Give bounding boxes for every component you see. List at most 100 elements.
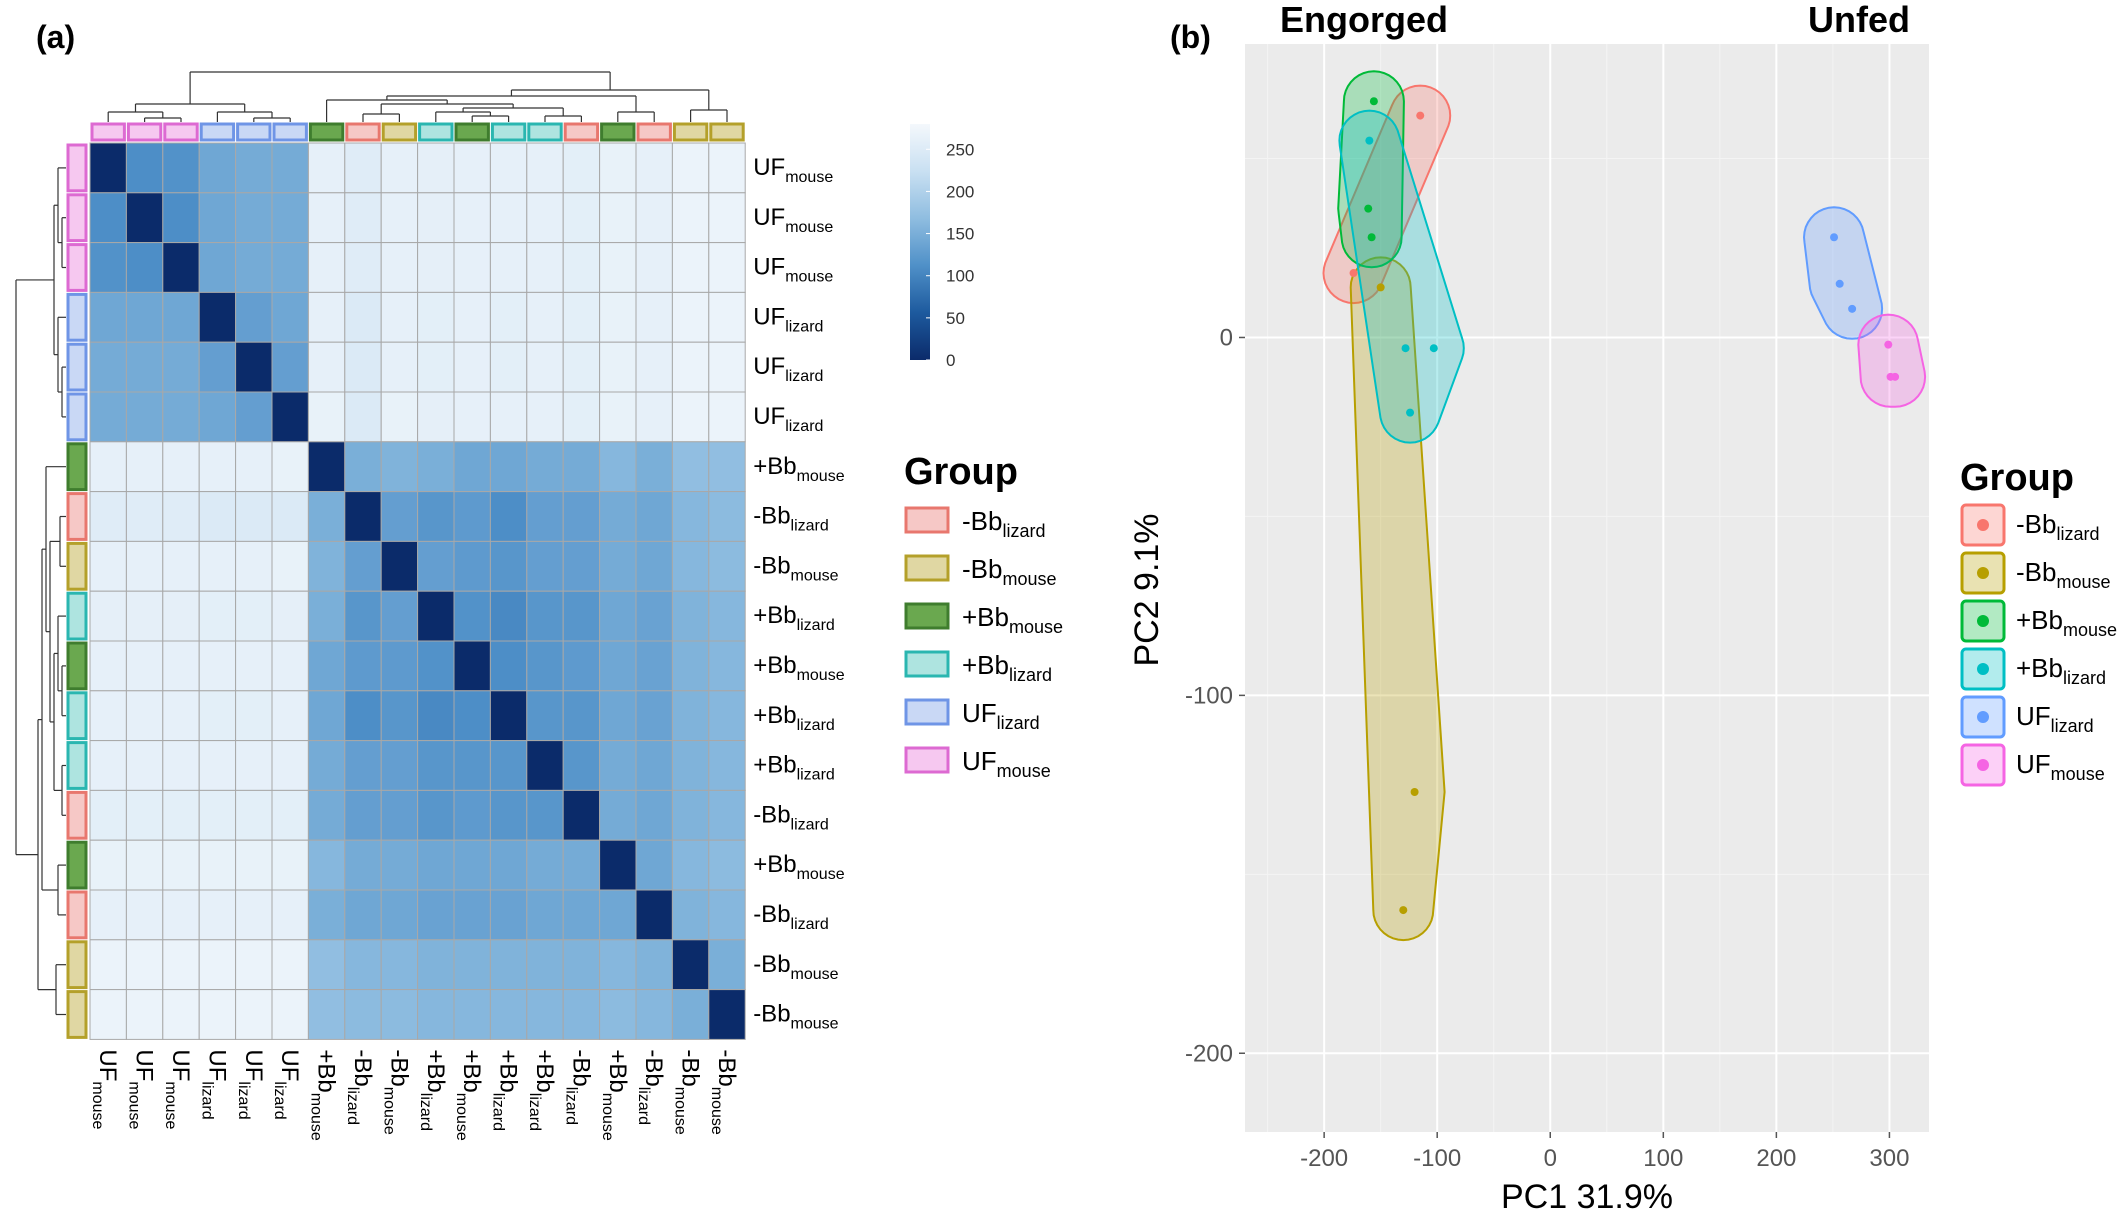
group-ellipse bbox=[1802, 206, 1884, 340]
legend-a-swatch bbox=[904, 506, 950, 534]
heatmap-cell bbox=[271, 989, 309, 1040]
row-annotation-cell bbox=[66, 243, 88, 292]
row-label: UFmouse bbox=[753, 254, 833, 286]
column-label: +Bbmouse bbox=[308, 1049, 340, 1141]
heatmap-cell bbox=[380, 341, 419, 393]
colorbar-tick-label: 0 bbox=[946, 351, 955, 370]
heatmap-cell bbox=[526, 540, 564, 592]
heatmap-cell bbox=[307, 391, 346, 443]
heatmap-cell bbox=[671, 989, 710, 1040]
heatmap-cell bbox=[198, 540, 237, 592]
x-tick-label: 300 bbox=[1869, 1145, 1909, 1172]
heatmap-cell bbox=[271, 491, 309, 542]
column-label: +Bbmouse bbox=[453, 1049, 485, 1141]
heatmap-cell bbox=[489, 590, 528, 642]
heatmap-cell bbox=[380, 142, 419, 194]
heatmap-cell bbox=[271, 441, 309, 493]
heatmap-cell bbox=[307, 590, 346, 642]
heatmap-cell bbox=[526, 690, 564, 742]
column-annotation-cell bbox=[90, 122, 126, 142]
heatmap-cell bbox=[198, 391, 237, 443]
heatmap-cell bbox=[417, 690, 455, 742]
row-label: UFlizard bbox=[753, 353, 823, 385]
heatmap-cell bbox=[635, 989, 673, 1040]
row-dendrogram bbox=[15, 167, 66, 1016]
scatter-point bbox=[1416, 111, 1425, 120]
heatmap-cell bbox=[380, 441, 419, 493]
heatmap-cell bbox=[489, 690, 528, 742]
heatmap-cell bbox=[708, 242, 746, 293]
heatmap-cell bbox=[162, 740, 200, 791]
heatmap-cell bbox=[417, 491, 455, 542]
group-ellipse bbox=[1337, 70, 1405, 269]
heatmap-cell bbox=[453, 839, 491, 891]
heatmap-cell bbox=[417, 142, 455, 194]
heatmap-cell bbox=[635, 690, 673, 742]
column-dendrogram bbox=[107, 71, 728, 122]
heatmap-cell bbox=[599, 341, 637, 393]
heatmap-cell bbox=[489, 640, 528, 692]
heatmap-cell bbox=[526, 789, 564, 841]
heatmap-cell bbox=[271, 242, 309, 293]
heatmap-cell bbox=[599, 590, 637, 642]
heatmap-cell bbox=[708, 590, 746, 642]
column-annotation-cell bbox=[454, 122, 490, 142]
heatmap-cell bbox=[708, 640, 746, 692]
legend-a-swatch bbox=[904, 746, 950, 774]
plot-gridlines bbox=[1245, 44, 1929, 1132]
heatmap-cell bbox=[89, 789, 127, 841]
heatmap-cell bbox=[599, 989, 637, 1040]
color-scale-legend: 250 200 150 100 50 0 bbox=[910, 124, 974, 370]
scatter-point bbox=[1884, 340, 1893, 349]
column-annotation-cell bbox=[308, 122, 345, 142]
column-label: +Bblizard bbox=[490, 1049, 522, 1131]
scatter-point bbox=[1891, 372, 1900, 381]
heatmap-cell bbox=[562, 939, 601, 991]
heatmap-cell bbox=[562, 690, 601, 742]
x-tick-label: 0 bbox=[1544, 1145, 1557, 1172]
heatmap-cell bbox=[198, 441, 237, 493]
heatmap-cell bbox=[380, 540, 419, 592]
heatmap-cell bbox=[562, 291, 601, 343]
heatmap-cell bbox=[417, 540, 455, 592]
heatmap-cell bbox=[89, 291, 127, 343]
column-annotation-cell bbox=[709, 122, 745, 142]
heatmap-cell bbox=[417, 341, 455, 393]
heatmap-cell bbox=[235, 690, 273, 742]
column-annotation-cell bbox=[236, 122, 272, 142]
heatmap-cell bbox=[198, 839, 237, 891]
heatmap-cell bbox=[417, 640, 455, 692]
column-annotation-cell bbox=[199, 122, 236, 142]
heatmap-cell bbox=[125, 939, 164, 991]
column-label: UFlizard bbox=[235, 1049, 267, 1119]
heatmap-cell bbox=[380, 989, 419, 1040]
heatmap-cell bbox=[125, 540, 164, 592]
heatmap-cell bbox=[198, 491, 237, 542]
scatter-point bbox=[1367, 233, 1376, 242]
scatter-point bbox=[1364, 204, 1373, 213]
heatmap-cell bbox=[380, 192, 419, 244]
heatmap-cell bbox=[198, 740, 237, 791]
heatmap-cell bbox=[453, 391, 491, 443]
heatmap-cell bbox=[489, 839, 528, 891]
heatmap-cell bbox=[380, 640, 419, 692]
heatmap-cell bbox=[635, 441, 673, 493]
row-annotation-cell bbox=[66, 790, 88, 840]
scatter-points bbox=[1349, 97, 1900, 915]
row-annotation-cell bbox=[66, 143, 88, 193]
heatmap-cell bbox=[380, 740, 419, 791]
heatmap-cell bbox=[307, 142, 346, 194]
heatmap-cell bbox=[708, 740, 746, 791]
row-label: +Bbmouse bbox=[753, 851, 845, 883]
heatmap-cell bbox=[671, 740, 710, 791]
column-label: UFmouse bbox=[89, 1049, 121, 1129]
heatmap-cell bbox=[599, 640, 637, 692]
x-tick-label: -100 bbox=[1413, 1145, 1461, 1172]
heatmap-cell bbox=[198, 590, 237, 642]
heatmap-cell bbox=[453, 690, 491, 742]
heatmap-cell bbox=[380, 590, 419, 642]
heatmap-cell bbox=[708, 142, 746, 194]
heatmap-cell bbox=[271, 142, 309, 194]
heatmap-cell bbox=[526, 491, 564, 542]
heatmap-cell bbox=[344, 242, 382, 293]
